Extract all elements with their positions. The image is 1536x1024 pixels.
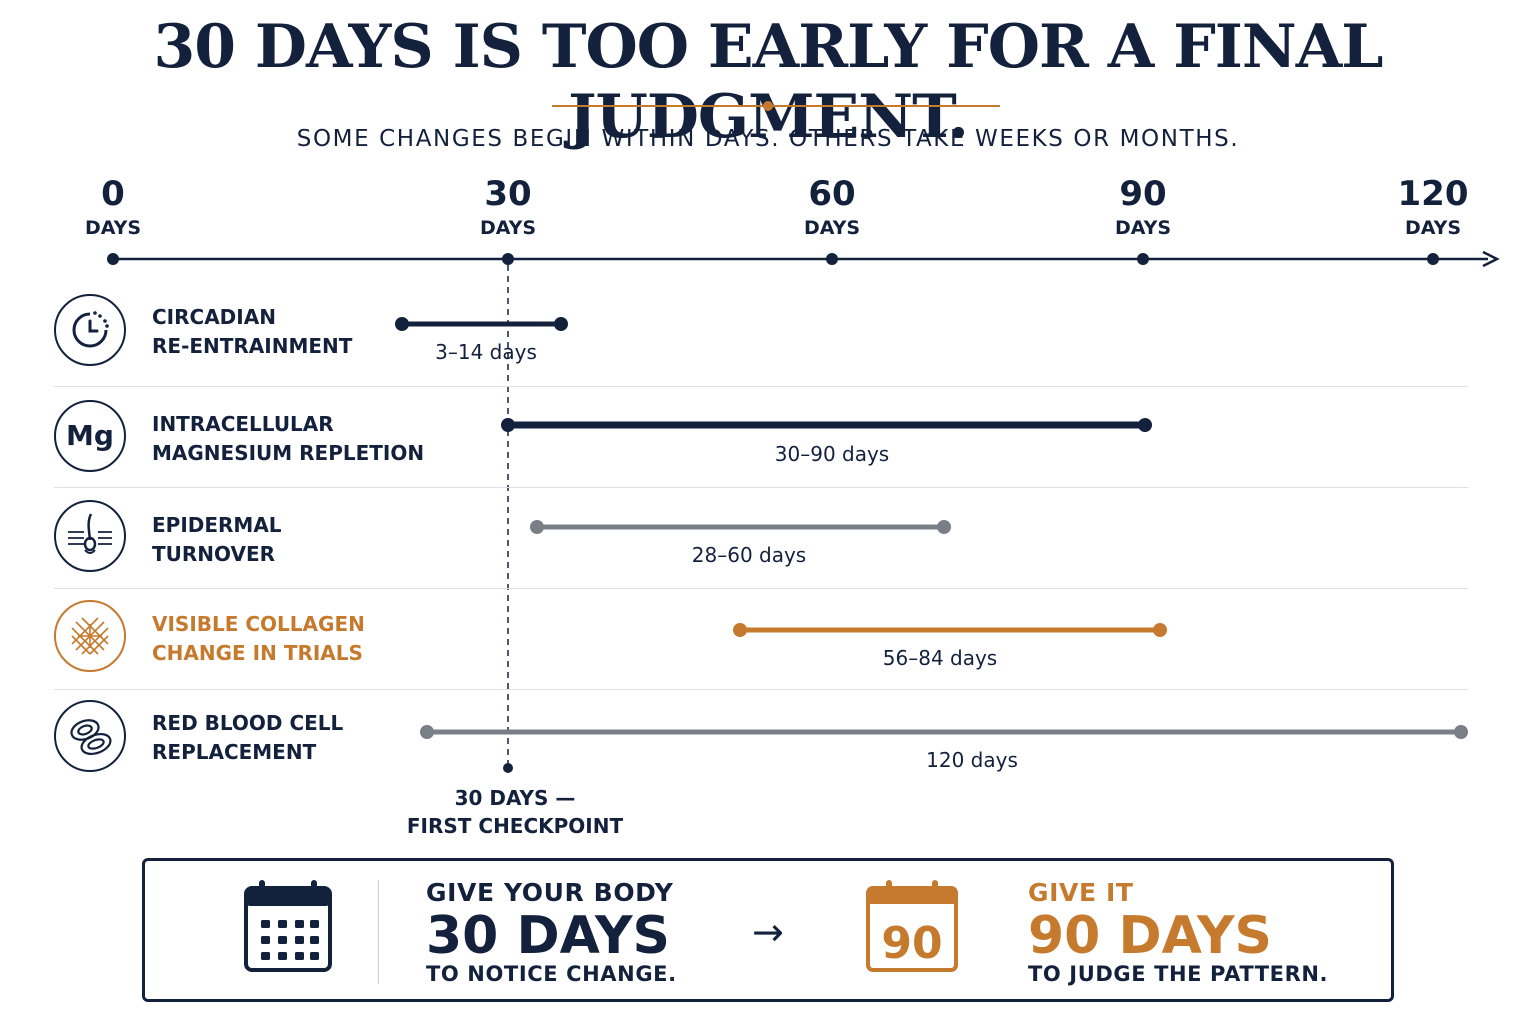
axis-dot-90 xyxy=(1137,253,1149,265)
axis-dot-30 xyxy=(502,253,514,265)
cta-box xyxy=(142,858,1394,1002)
range-bar-1-end-dot xyxy=(554,317,568,331)
tick-unit-0: DAYS xyxy=(84,217,142,239)
row-label-magnesium: INTRACELLULAR MAGNESIUM REPLETION xyxy=(152,412,425,465)
row-separator xyxy=(54,689,1468,690)
clock-icon xyxy=(54,294,126,366)
range-bar-2-end-dot xyxy=(1138,418,1152,432)
row-label-circadian: CIRCADIAN RE-ENTRAINMENT xyxy=(152,305,353,358)
duration-label-magnesium: 30–90 days xyxy=(774,442,890,466)
red-blood-cells-icon xyxy=(54,700,126,772)
tick-label-60: 60 xyxy=(808,174,856,214)
hair-follicle-icon xyxy=(54,500,126,572)
cta-right-heading: GIVE IT xyxy=(1028,878,1134,907)
title-divider-dot xyxy=(763,101,773,111)
row-label-collagen: VISIBLE COLLAGEN CHANGE IN TRIALS xyxy=(152,612,365,665)
tick-unit-90: DAYS xyxy=(1114,217,1172,239)
cta-right-caption: TO JUDGE THE PATTERN. xyxy=(1028,962,1329,986)
range-bar-3-start-dot xyxy=(530,520,544,534)
checkpoint-dot xyxy=(503,763,513,773)
cta-divider xyxy=(378,880,379,984)
row-separator xyxy=(54,386,1468,387)
range-bar-5-start-dot xyxy=(420,725,434,739)
tick-unit-30: DAYS xyxy=(479,217,537,239)
cta-right-days: 90 DAYS xyxy=(1028,906,1273,966)
axis-dot-60 xyxy=(826,253,838,265)
duration-label-epidermal: 28–60 days xyxy=(691,543,807,567)
page-title: 30 DAYS IS TOO EARLY FOR A FINAL JUDGMEN… xyxy=(153,12,1384,152)
tick-unit-60: DAYS xyxy=(803,217,861,239)
axis-dot-0 xyxy=(107,253,119,265)
row-label-red-blood-cell: RED BLOOD CELL REPLACEMENT xyxy=(152,711,344,764)
range-bar-2-start-dot xyxy=(501,418,515,432)
checkpoint-label: 30 DAYS — FIRST CHECKPOINT xyxy=(406,786,624,838)
tick-label-90: 90 xyxy=(1119,174,1167,214)
timeline-axis-arrow xyxy=(1482,250,1500,268)
range-bar-3-end-dot xyxy=(937,520,951,534)
range-bar-4-end-dot xyxy=(1153,623,1167,637)
row-label-epidermal: EPIDERMAL TURNOVER xyxy=(152,513,282,566)
tick-label-30: 30 xyxy=(484,174,532,214)
duration-label-red-blood-cell: 120 days xyxy=(926,748,1018,772)
magnesium-icon: Mg xyxy=(54,400,126,472)
cta-left-caption: TO NOTICE CHANGE. xyxy=(426,962,677,986)
title-divider xyxy=(552,105,1000,107)
duration-label-circadian: 3–14 days xyxy=(435,340,537,364)
row-separator xyxy=(54,588,1468,589)
cta-left-days: 30 DAYS xyxy=(426,906,671,966)
svg-text:90: 90 xyxy=(881,918,942,969)
tick-label-120: 120 xyxy=(1397,174,1469,214)
duration-label-collagen: 56–84 days xyxy=(882,646,998,670)
tick-unit-120: DAYS xyxy=(1404,217,1462,239)
page-subtitle: SOME CHANGES BEGIN WITHIN DAYS. OTHERS T… xyxy=(296,126,1240,152)
row-separator xyxy=(54,487,1468,488)
cta-left-heading: GIVE YOUR BODY xyxy=(426,878,674,907)
collagen-mesh-icon xyxy=(54,600,126,672)
right-arrow-icon: → xyxy=(752,910,784,954)
axis-dot-120 xyxy=(1427,253,1439,265)
range-bar-4-start-dot xyxy=(733,623,747,637)
range-bar-5-end-dot xyxy=(1454,725,1468,739)
tick-label-0: 0 xyxy=(101,174,125,214)
range-bar-1-start-dot xyxy=(395,317,409,331)
